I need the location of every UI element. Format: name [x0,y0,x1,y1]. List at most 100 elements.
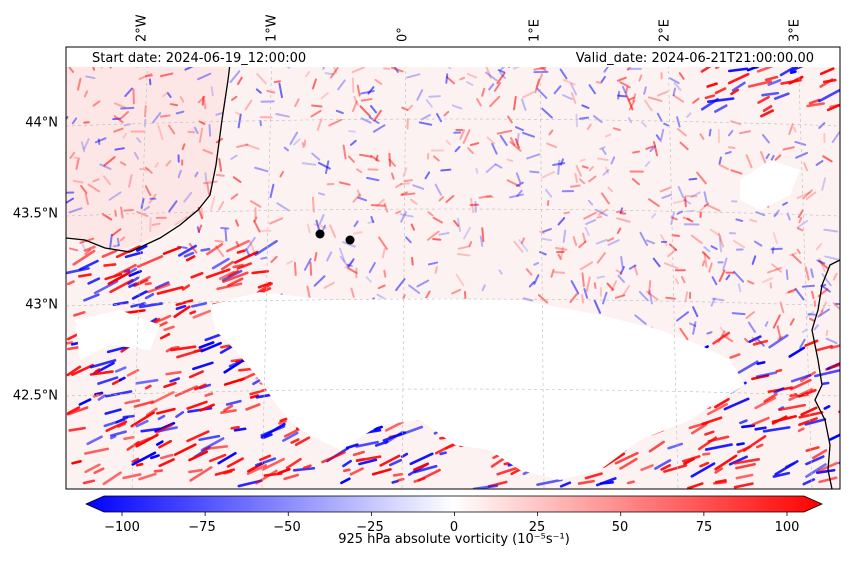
vorticity-streak [811,290,815,300]
vorticity-streak [144,292,155,300]
vorticity-streak [217,451,237,465]
vorticity-streak [714,397,730,409]
vorticity-streak [294,436,311,447]
vorticity-streak [692,321,697,335]
vorticity-streak [797,388,817,398]
vorticity-streak [261,433,273,440]
vorticity-streak [817,88,840,103]
vorticity-streak [643,86,647,95]
vorticity-streak [557,217,566,226]
vorticity-streak [753,240,763,247]
vorticity-streak [581,294,584,304]
vorticity-streak [275,113,290,118]
vorticity-streak [233,250,259,264]
vorticity-streak [237,113,242,129]
vorticity-streak [808,98,821,105]
vorticity-streak [294,98,300,108]
vorticity-streak [807,313,817,316]
vorticity-streak [552,162,566,166]
vorticity-streak [466,81,474,87]
vorticity-streak [244,99,253,111]
vorticity-streak [215,245,225,257]
vorticity-streak [596,215,603,219]
vorticity-streak [93,280,119,295]
vorticity-streak [785,269,789,281]
vorticity-streak [772,314,781,329]
vorticity-streak [176,348,203,359]
vorticity-streak [395,182,403,189]
vorticity-streak [381,248,386,259]
vorticity-streak [236,143,249,148]
vorticity-streak [737,283,742,293]
vorticity-streak [122,473,142,480]
vorticity-streak [730,88,740,96]
vorticity-streak [123,435,135,441]
vorticity-streak [205,268,231,279]
vorticity-streak [669,77,680,85]
vorticity-streak [462,226,471,240]
map-gridlines [66,47,840,489]
vorticity-streak [801,284,816,288]
vorticity-streak [223,357,248,374]
vorticity-streak [777,335,783,341]
vorticity-streak [677,185,685,199]
vorticity-streak [481,284,486,292]
vorticity-streak [388,158,397,167]
vorticity-streak [109,434,117,440]
vorticity-streak [119,161,127,166]
vorticity-streak [793,126,797,133]
vorticity-streak [342,241,356,248]
vorticity-streak [626,95,634,111]
vorticity-streak [133,151,140,160]
vorticity-streak [818,257,826,273]
vorticity-streak [821,273,832,287]
vorticity-streak [747,321,756,333]
vorticity-streak [718,269,726,283]
vorticity-streak [475,167,479,174]
vorticity-streak [677,128,687,137]
vorticity-streak [778,403,806,412]
vorticity-streak [156,407,176,415]
vorticity-streak [800,406,818,416]
vorticity-streak [732,239,746,249]
vorticity-streak [798,411,824,419]
vorticity-streak [678,72,685,80]
vorticity-streak [359,153,373,158]
vorticity-streak [499,71,506,79]
vorticity-streak [374,440,389,447]
vorticity-streak [581,104,590,109]
vorticity-streak [82,479,96,485]
vorticity-streak [397,477,405,482]
vorticity-streak [533,66,547,71]
vorticity-streak [68,247,79,252]
vorticity-streak [286,260,294,265]
vorticity-streak [805,455,825,466]
vorticity-streak [562,78,576,86]
vorticity-streak [533,274,540,285]
vorticity-streak [427,211,434,217]
vorticity-streak [541,107,553,119]
vorticity-streak [175,110,185,115]
vorticity-streak [816,344,834,352]
vorticity-streak [710,245,718,251]
vorticity-streak [391,479,399,484]
vorticity-streak [453,219,460,227]
vorticity-streak [348,155,355,163]
vorticity-streak [246,236,256,250]
vorticity-streak [813,368,840,378]
vorticity-streak [606,282,615,291]
vorticity-streak [368,261,376,274]
vorticity-streak [712,331,731,345]
vorticity-streak [794,140,807,146]
vorticity-streak [593,115,603,124]
vorticity-streak [283,426,303,438]
vorticity-streak [144,166,153,174]
vorticity-streak [485,66,492,79]
vorticity-streak [730,169,743,175]
vorticity-streak [317,192,326,196]
vorticity-streak [353,96,359,106]
vorticity-streak [513,240,524,253]
vorticity-streak [782,201,788,206]
vorticity-streak [310,109,322,118]
